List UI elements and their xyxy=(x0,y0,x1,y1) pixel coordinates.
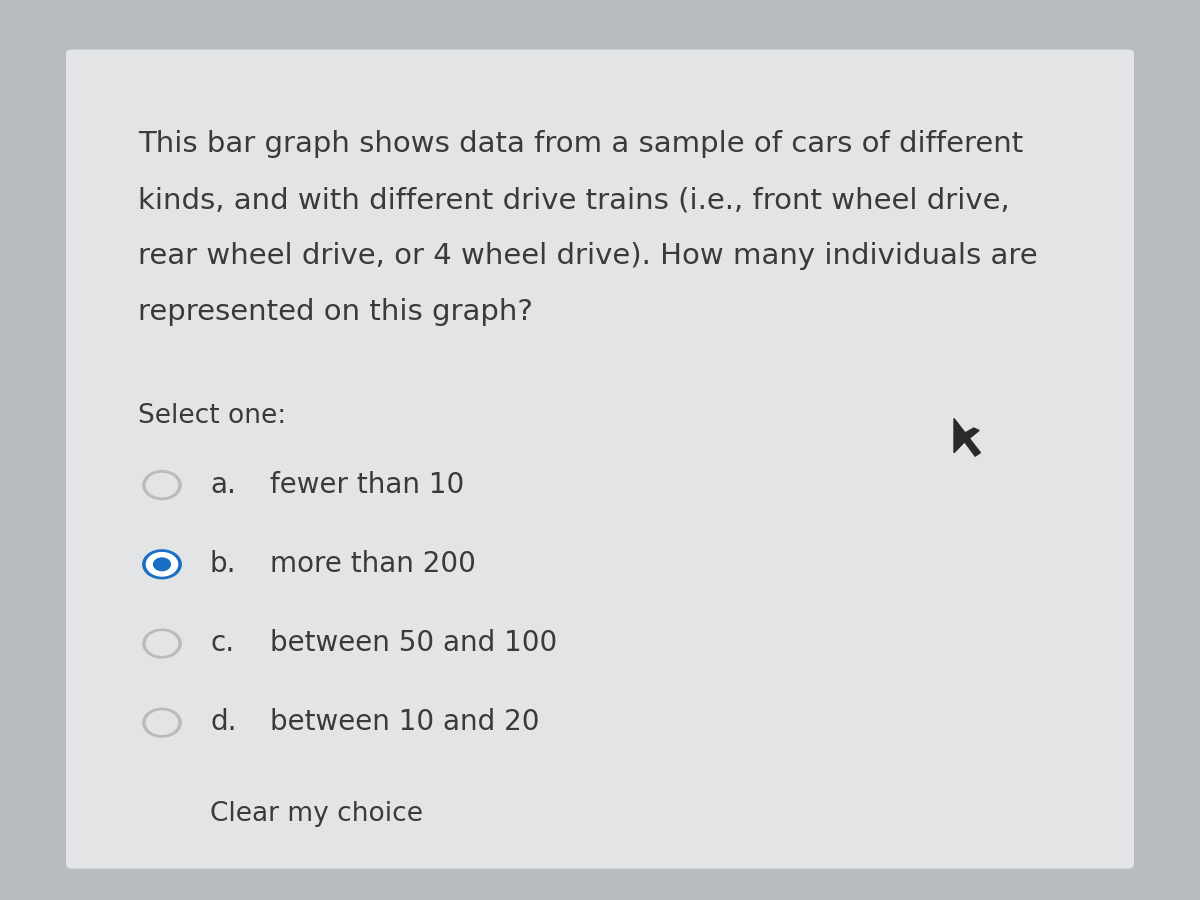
Circle shape xyxy=(143,471,181,500)
Text: a.: a. xyxy=(210,471,236,499)
Text: between 50 and 100: between 50 and 100 xyxy=(270,629,557,657)
Text: This bar graph shows data from a sample of cars of different: This bar graph shows data from a sample … xyxy=(138,130,1024,158)
Text: more than 200: more than 200 xyxy=(270,550,476,578)
Text: Select one:: Select one: xyxy=(138,403,287,429)
Text: rear wheel drive, or 4 wheel drive). How many individuals are: rear wheel drive, or 4 wheel drive). How… xyxy=(138,242,1038,270)
Circle shape xyxy=(146,632,178,655)
Text: represented on this graph?: represented on this graph? xyxy=(138,298,533,326)
Text: d.: d. xyxy=(210,708,236,736)
FancyBboxPatch shape xyxy=(66,50,1134,868)
Text: fewer than 10: fewer than 10 xyxy=(270,471,464,499)
Circle shape xyxy=(146,553,178,576)
Polygon shape xyxy=(954,418,980,456)
Circle shape xyxy=(143,708,181,737)
Text: between 10 and 20: between 10 and 20 xyxy=(270,708,540,736)
Circle shape xyxy=(143,550,181,579)
Text: b.: b. xyxy=(210,550,236,578)
Circle shape xyxy=(143,629,181,658)
Circle shape xyxy=(146,711,178,734)
Text: kinds, and with different drive trains (i.e., front wheel drive,: kinds, and with different drive trains (… xyxy=(138,186,1009,214)
Circle shape xyxy=(146,473,178,497)
Text: Clear my choice: Clear my choice xyxy=(210,801,424,827)
Text: c.: c. xyxy=(210,629,234,657)
Circle shape xyxy=(154,558,170,571)
